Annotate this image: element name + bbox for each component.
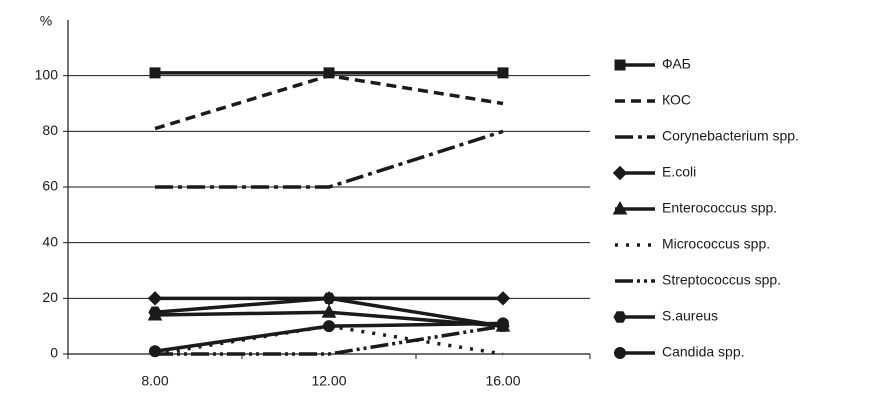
- data-point: [323, 320, 335, 333]
- legend-label: Enterococcus spp.: [662, 200, 777, 216]
- x-tick-label: 8.00: [141, 373, 168, 389]
- data-point: [148, 306, 162, 318]
- legend-label: Corynebacterium spp.: [662, 128, 799, 144]
- legend-marker: [614, 347, 626, 359]
- x-tick-label: 16.00: [485, 373, 520, 389]
- data-point: [497, 67, 509, 79]
- legend-label: Micrococcus spp.: [662, 236, 770, 252]
- legend-label: КОС: [662, 92, 691, 108]
- data-point: [322, 292, 336, 305]
- legend-marker: [612, 165, 628, 181]
- legend-label: S.aureus: [662, 308, 718, 324]
- y-tick-label: 100: [35, 66, 59, 82]
- data-point: [497, 317, 509, 330]
- series-line: [154, 73, 504, 131]
- data-point: [321, 304, 337, 318]
- legend-marker: [614, 59, 626, 71]
- legend-label: Candida spp.: [662, 344, 745, 360]
- legend-label: Streptococcus spp.: [662, 272, 781, 288]
- y-axis-label: %: [40, 13, 52, 29]
- legend-marker: [612, 200, 628, 215]
- legend-label: E.coli: [662, 164, 696, 180]
- series-line: [155, 324, 504, 356]
- legend-label: ФАБ: [662, 56, 691, 72]
- data-point: [149, 345, 161, 358]
- legend-marker: [613, 311, 627, 323]
- data-point: [323, 67, 335, 79]
- data-point: [147, 291, 163, 306]
- y-tick-label: 40: [42, 233, 58, 249]
- data-point: [495, 291, 511, 306]
- y-tick-label: 0: [50, 345, 58, 361]
- data-point: [149, 67, 161, 79]
- y-tick-label: 80: [42, 122, 58, 138]
- y-tick-label: 60: [42, 178, 58, 194]
- series-line: [155, 129, 504, 189]
- x-tick-label: 12.00: [311, 373, 346, 389]
- y-tick-label: 20: [42, 289, 58, 305]
